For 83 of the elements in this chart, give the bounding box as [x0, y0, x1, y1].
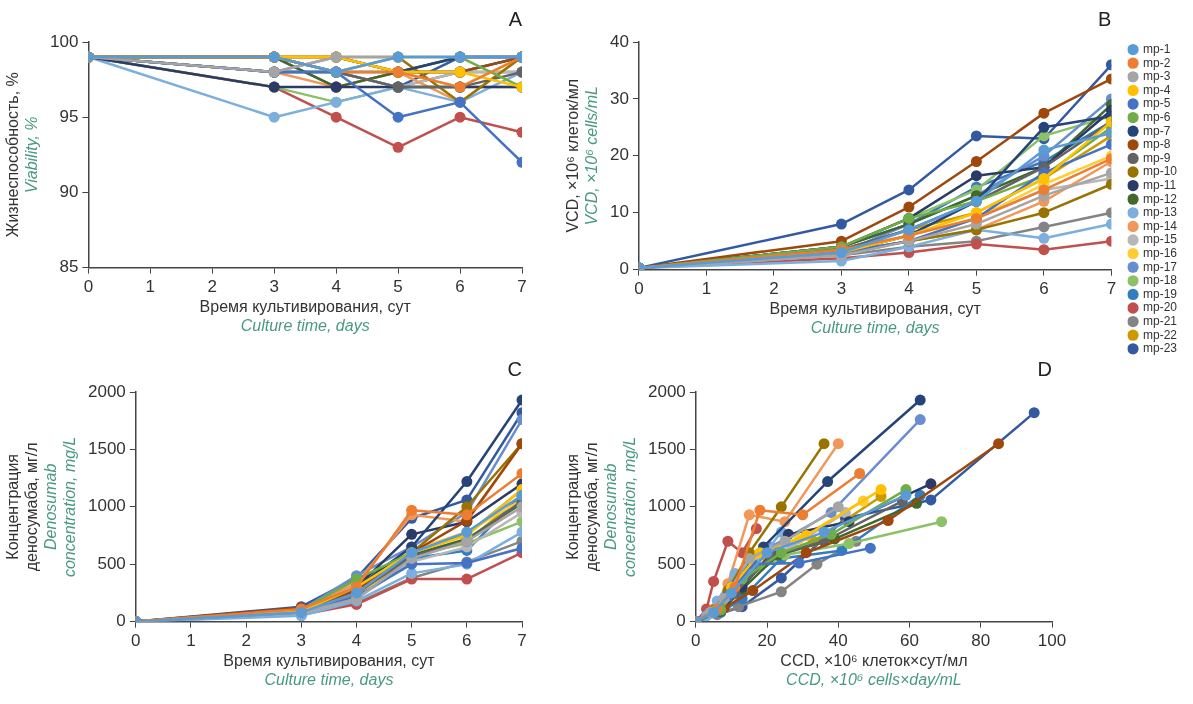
y-axis-title: VCD, ×10⁶ клеток/мл VCD, ×10⁶ cells/mL: [564, 79, 601, 233]
x-tick-label: 2: [207, 277, 217, 297]
legend-label: mp-13: [1142, 205, 1178, 220]
y-tick-label: 20: [609, 145, 629, 165]
chart-title: D: [1037, 357, 1052, 380]
y-tick-label: 0: [116, 611, 126, 631]
x-tick-label: 7: [1106, 279, 1117, 299]
legend-label: mp-23: [1142, 341, 1178, 356]
y-tick-label: 10: [609, 202, 629, 222]
x-axis-title: Время культивирования, сут Culture time, days: [769, 300, 982, 337]
x-tick-label: 4: [904, 279, 914, 299]
y-tick-label: 30: [609, 88, 629, 108]
x-tick-label: 4: [351, 631, 362, 651]
chart-title: B: [1098, 7, 1112, 30]
legend-label: mp-17: [1142, 259, 1178, 274]
legend-label: mp-6: [1142, 109, 1171, 124]
x-tick-label: 5: [393, 277, 403, 297]
legend-label: mp-11: [1142, 177, 1177, 192]
x-tick-label: 100: [1037, 631, 1067, 651]
x-tick-label: 4: [331, 277, 341, 297]
x-tick-label: 60: [900, 631, 919, 651]
legend-label: mp-9: [1142, 150, 1171, 165]
x-tick-label: 40: [828, 631, 848, 651]
legend-label: mp-22: [1142, 327, 1178, 342]
x-tick-label: 2: [241, 631, 251, 651]
x-tick-label: 3: [269, 277, 279, 297]
x-tick-label: 1: [145, 277, 156, 297]
x-tick-label: 7: [517, 631, 527, 651]
y-axis-title: Концентрация деносумаба, мг/л Denosumab concentration, mg/L: [564, 436, 639, 578]
chart-title: A: [508, 7, 523, 30]
x-axis-title: Время культивирования, сут Culture time, days: [199, 298, 412, 335]
x-tick-label: 3: [836, 279, 847, 299]
x-tick-label: 7: [517, 277, 527, 297]
y-tick-label: 2000: [87, 381, 126, 401]
y-tick-label: 0: [619, 259, 629, 279]
legend-label: mp-8: [1142, 137, 1171, 152]
x-axis-title: Время культивирования, сут Culture time, days: [223, 652, 436, 689]
legend-label: mp-20: [1142, 300, 1178, 315]
x-tick-label: 0: [131, 631, 141, 651]
y-tick-label: 40: [609, 31, 629, 51]
x-tick-label: 0: [691, 631, 701, 651]
x-tick-label: 6: [455, 277, 465, 297]
y-tick-label: 100: [49, 31, 79, 51]
x-tick-label: 3: [296, 631, 307, 651]
legend-label: mp-15: [1142, 232, 1178, 247]
y-tick-label: 95: [59, 106, 79, 126]
legend-label: mp-21: [1142, 313, 1178, 328]
x-tick-label: 1: [186, 631, 196, 651]
y-tick-label: 2000: [647, 381, 686, 401]
legend-label: mp-2: [1142, 55, 1171, 70]
legend-label: mp-1: [1142, 41, 1171, 56]
y-tick-label: 500: [97, 553, 126, 573]
legend-label: mp-3: [1142, 69, 1171, 84]
legend-label: mp-5: [1142, 96, 1171, 111]
y-tick-label: 85: [59, 257, 79, 277]
y-tick-label: 90: [59, 182, 79, 202]
x-tick-label: 80: [971, 631, 991, 651]
legend-label: mp-14: [1142, 218, 1178, 233]
x-tick-label: 6: [462, 631, 472, 651]
legend-label: mp-12: [1142, 191, 1178, 206]
y-tick-label: 1500: [87, 439, 126, 459]
x-axis-title: CCD, ×10⁶ клеток×сут/мл CCD, ×10⁶ cells×day/mL: [780, 652, 968, 689]
y-tick-label: 0: [676, 611, 686, 631]
y-axis-title: Жизнеспособность, % Viability, %: [4, 72, 41, 238]
y-tick-label: 1000: [87, 496, 126, 516]
x-tick-label: 5: [971, 279, 982, 299]
y-tick-label: 1000: [647, 496, 686, 516]
y-axis-title: Концентрация деносумаба, мг/л Denosumab concentration, mg/L: [4, 436, 79, 578]
legend-label: mp-10: [1142, 164, 1178, 179]
legend-label: mp-19: [1142, 286, 1178, 301]
x-tick-label: 1: [701, 279, 712, 299]
x-tick-label: 20: [757, 631, 777, 651]
x-tick-label: 5: [406, 631, 417, 651]
y-tick-label: 1500: [647, 439, 686, 459]
chart-title: C: [507, 357, 522, 380]
x-tick-label: 2: [769, 279, 779, 299]
y-tick-label: 500: [657, 553, 686, 573]
x-tick-label: 0: [634, 279, 644, 299]
x-tick-label: 6: [1039, 279, 1049, 299]
legend-label: mp-7: [1142, 123, 1171, 138]
legend-label: mp-4: [1142, 82, 1171, 97]
legend-label: mp-16: [1142, 245, 1178, 260]
legend-label: mp-18: [1142, 273, 1178, 288]
